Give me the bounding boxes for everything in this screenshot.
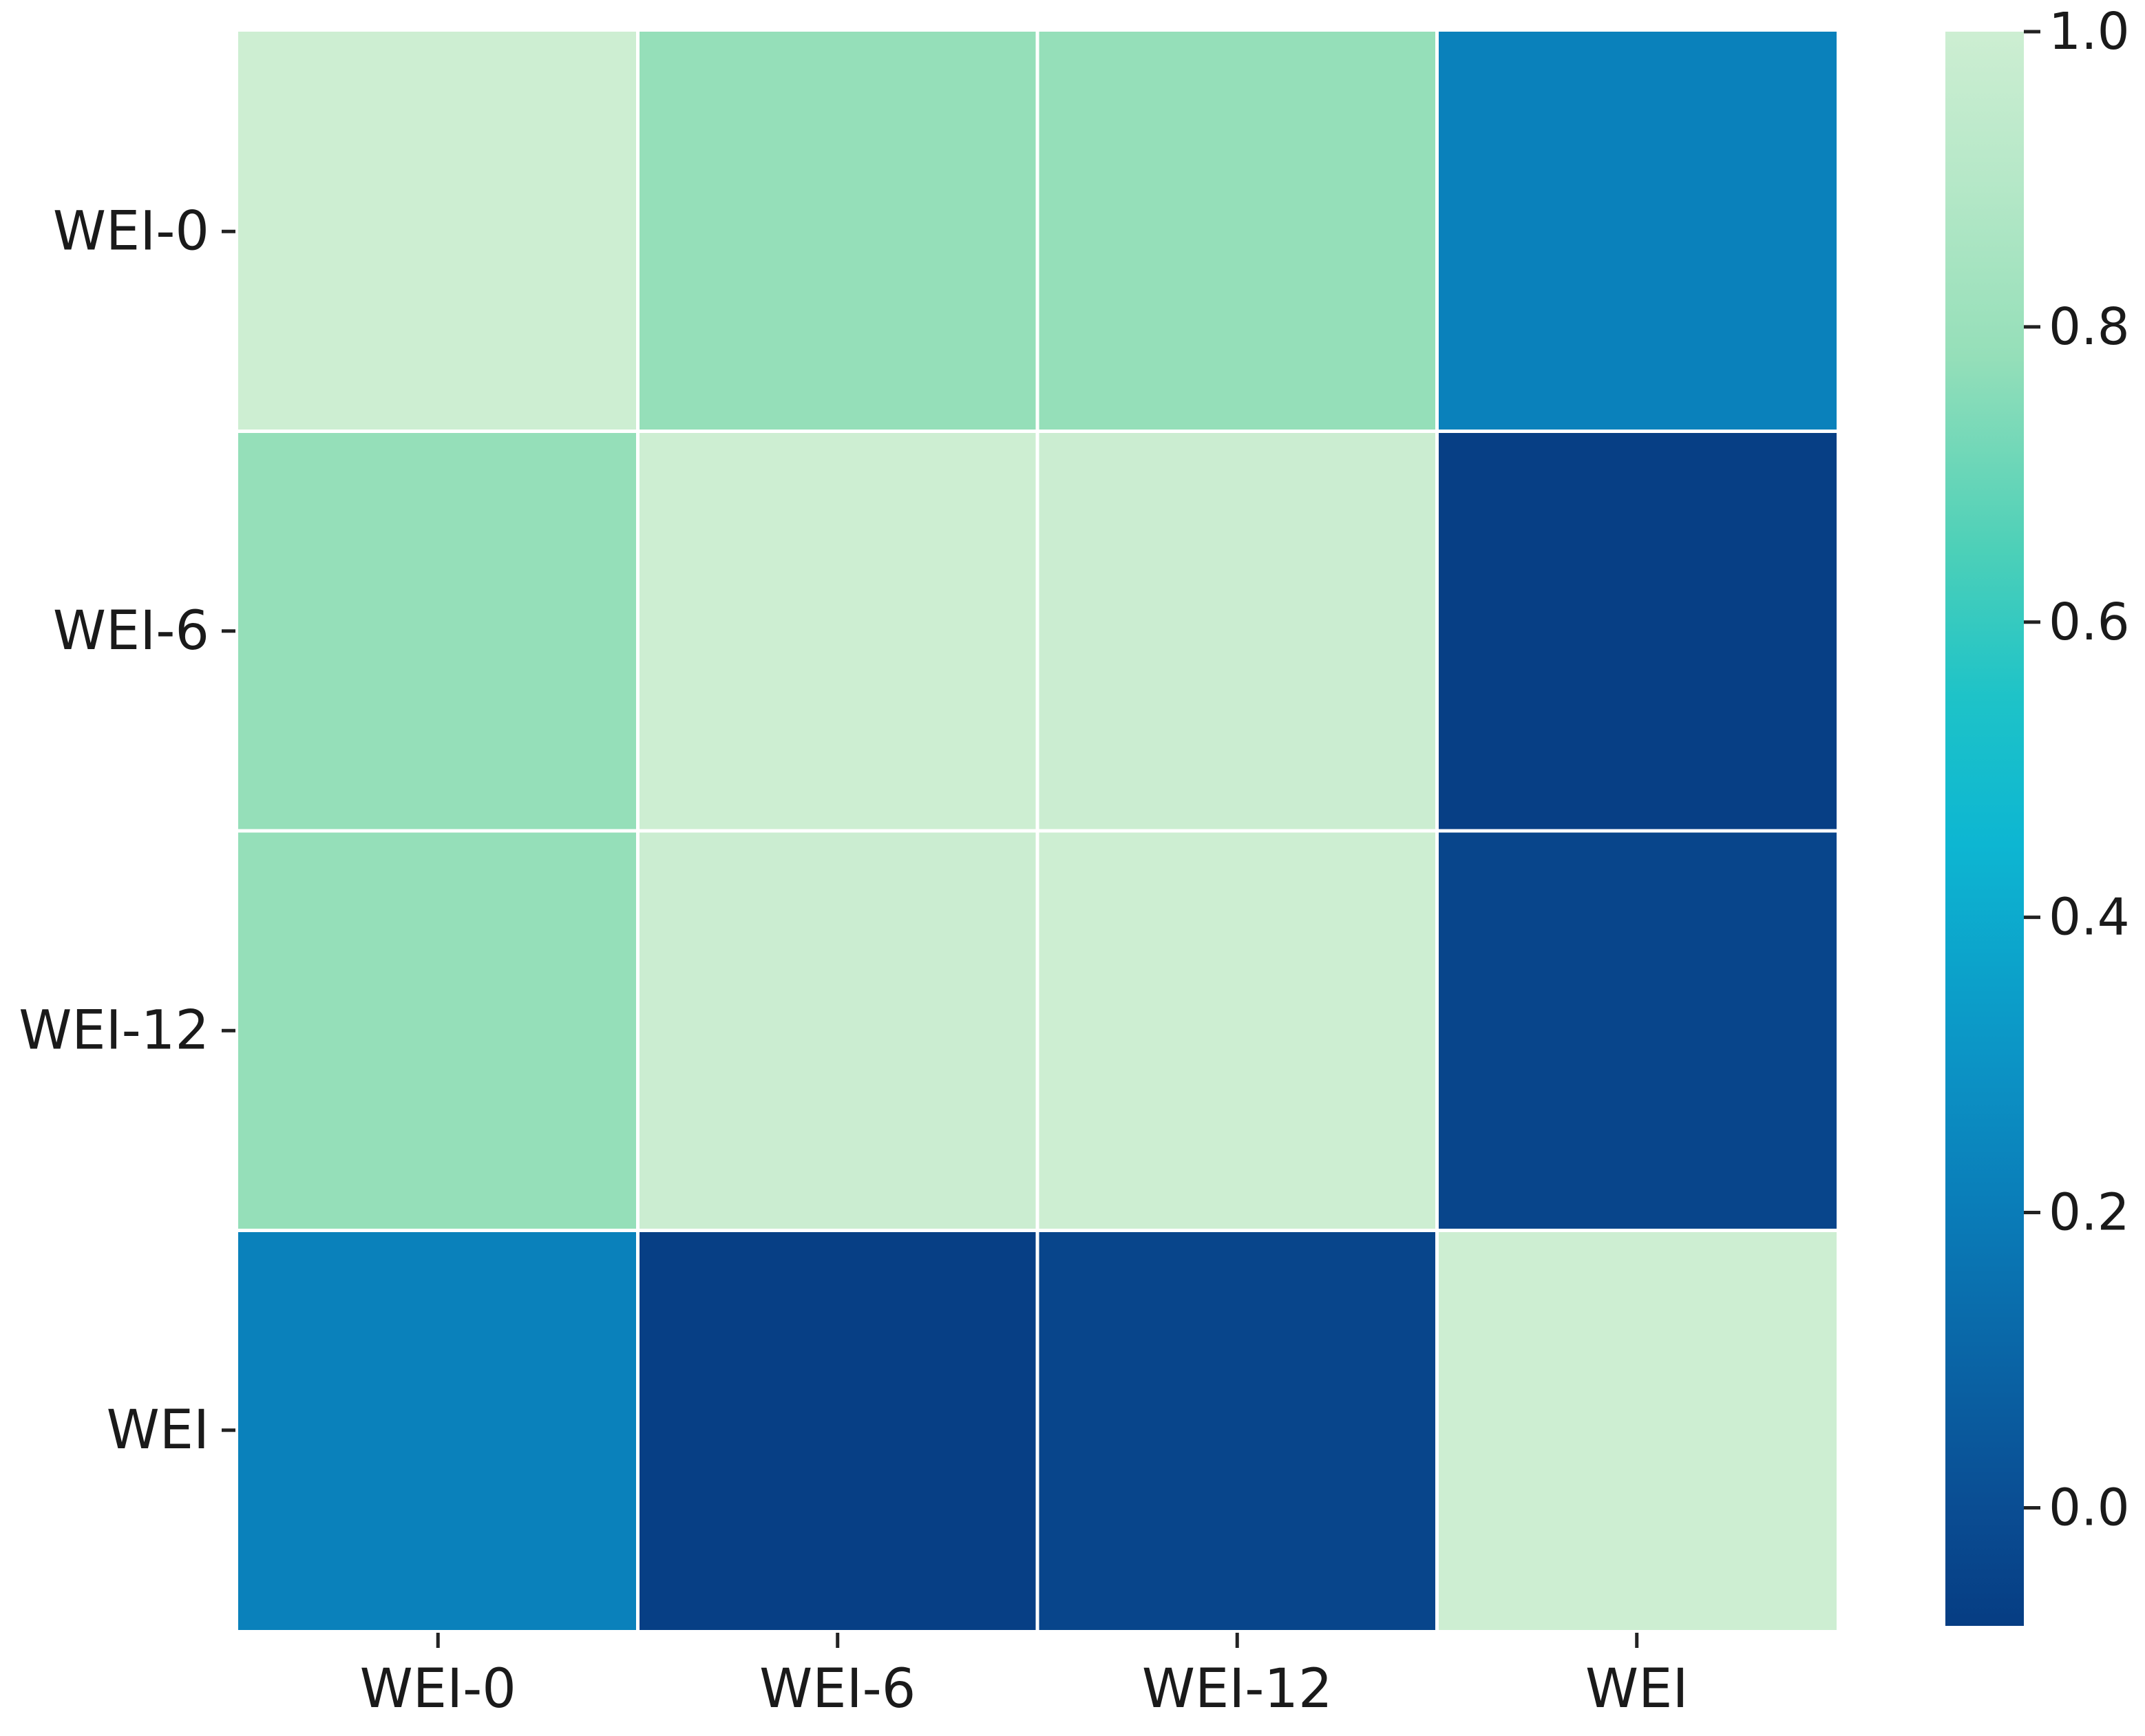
- x-tick-label-wei-0: WEI-0: [360, 1658, 516, 1720]
- heatmap-cell-wei-12-wei-6: [640, 832, 1036, 1229]
- heatmap-cell-wei-0-wei-12: [1039, 32, 1435, 430]
- y-tick-label-wei-6: WEI-6: [53, 600, 209, 662]
- y-axis: WEI-0 WEI-6 WEI-12 WEI: [19, 200, 235, 1461]
- heatmap-cell-wei-12-wei-12: [1039, 832, 1435, 1229]
- colorbar-tick-label-1-0: 1.0: [2049, 2, 2130, 61]
- colorbar-tick-label-0-8: 0.8: [2049, 297, 2130, 357]
- y-tick-label-wei-12: WEI-12: [19, 999, 209, 1061]
- heatmap-cell-wei-12-wei-0: [238, 832, 636, 1229]
- heatmap-cell-wei-6-wei-12: [1039, 433, 1435, 829]
- heatmap-cells: [238, 32, 1837, 1630]
- x-tick-label-wei-12: WEI-12: [1142, 1658, 1333, 1720]
- colorbar: 0.0 0.2 0.4 0.6 0.8 1.0: [1945, 2, 2130, 1626]
- colorbar-gradient-bar: [1945, 32, 2024, 1626]
- heatmap-cell-wei-wei-12: [1039, 1232, 1435, 1630]
- heatmap-cell-wei-6-wei-6: [640, 433, 1036, 829]
- colorbar-tick-label-0-2: 0.2: [2049, 1183, 2130, 1242]
- heatmap-cell-wei-6-wei-0: [238, 433, 636, 829]
- x-axis: WEI-0 WEI-6 WEI-12 WEI: [360, 1633, 1688, 1720]
- heatmap-cell-wei-0-wei-6: [640, 32, 1036, 430]
- colorbar-tick-label-0-4: 0.4: [2049, 888, 2130, 947]
- heatmap-cell-wei-wei-0: [238, 1232, 636, 1630]
- y-tick-label-wei: WEI: [107, 1399, 209, 1461]
- heatmap-cell-wei-wei-6: [640, 1232, 1036, 1630]
- heatmap-cell-wei-wei: [1439, 1232, 1837, 1630]
- heatmap-cell-wei-6-wei: [1439, 433, 1837, 829]
- heatmap-cell-wei-0-wei: [1439, 32, 1837, 430]
- colorbar-tick-label-0-0: 0.0: [2049, 1478, 2130, 1537]
- colorbar-tick-label-0-6: 0.6: [2049, 593, 2130, 652]
- heatmap-cell-wei-0-wei-0: [238, 32, 636, 430]
- x-tick-label-wei: WEI: [1585, 1658, 1688, 1720]
- y-tick-label-wei-0: WEI-0: [53, 200, 209, 262]
- x-tick-label-wei-6: WEI-6: [759, 1658, 916, 1720]
- heatmap-cell-wei-12-wei: [1439, 832, 1837, 1229]
